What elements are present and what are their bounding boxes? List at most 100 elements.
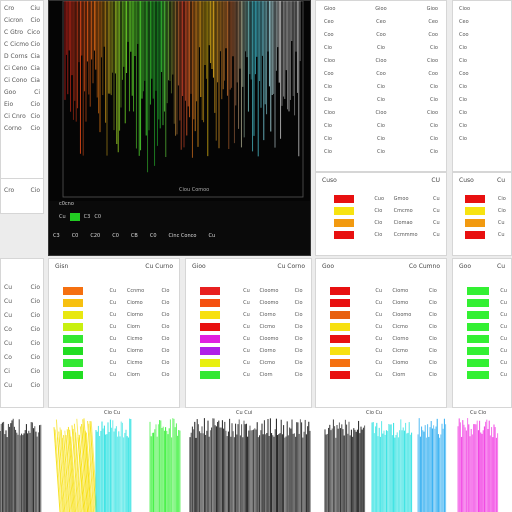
legend-row[interactable]: Cu: [453, 321, 511, 333]
legend-row[interactable]: Cu Ciomo Cio: [316, 357, 446, 369]
sidebar-item[interactable]: C Cicmo Cio: [1, 39, 43, 51]
legend-row[interactable]: Cu Cioomo Cio: [186, 297, 311, 309]
legend-row[interactable]: Cu Ciomo Cio: [316, 297, 446, 309]
legend-row[interactable]: Cu Ciomo Cio: [316, 285, 446, 297]
spectra-line: [53, 427, 61, 512]
list-item[interactable]: Gioo Gioo Gioo: [324, 3, 438, 16]
list-item[interactable]: Cio Cio Cio: [324, 146, 438, 159]
spectra-line: [73, 423, 81, 512]
sidebar-item[interactable]: D Corns Cia: [1, 51, 43, 63]
legend-row[interactable]: Cu: [453, 297, 511, 309]
legend-row[interactable]: Cu Ciorn Cio: [49, 321, 179, 333]
selector-label-0[interactable]: Cu: [59, 214, 66, 220]
selector-label-1[interactable]: C3: [83, 214, 91, 220]
legend-row[interactable]: Cu: [453, 357, 511, 369]
legend-row[interactable]: Cu Cicmo Cio: [186, 321, 311, 333]
legend-row[interactable]: Cu: [453, 369, 511, 381]
legend-row[interactable]: Cu Ciomo Cio: [49, 297, 179, 309]
list-item[interactable]: Cio: [459, 120, 505, 133]
legend-row[interactable]: Cu Cioomo Cio: [316, 309, 446, 321]
sidebar-item[interactable]: Cro Ciu: [1, 3, 43, 15]
list-item[interactable]: Coo: [459, 29, 505, 42]
sidebar-item[interactable]: Goo Ci: [1, 87, 43, 99]
list-item[interactable]: Cio: [459, 133, 505, 146]
table-row[interactable]: Cuo Gmoo Cu: [316, 193, 446, 205]
list-item[interactable]: Cu Cio: [1, 379, 43, 393]
spectrum-display[interactable]: [49, 1, 311, 201]
legend-row[interactable]: Cu Cicmo Cio: [49, 357, 179, 369]
legend-row[interactable]: Cu Cioomo Cio: [186, 333, 311, 345]
legend-row[interactable]: Cu Cioomo Cio: [186, 285, 311, 297]
sidebar-item[interactable]: Ci Cnro Cio: [1, 111, 43, 123]
sidebar-item[interactable]: Ci Ceno Cia: [1, 63, 43, 75]
legend-row[interactable]: Cu: [453, 309, 511, 321]
toolbar-button[interactable]: C20: [90, 233, 101, 239]
list-item[interactable]: Cu Cio: [1, 337, 43, 351]
legend-row[interactable]: Cu Ciorno Cio: [186, 309, 311, 321]
table-row[interactable]: Cio: [453, 193, 511, 205]
toolbar-button[interactable]: Cu: [208, 233, 216, 239]
sidebar-item[interactable]: Cicron Cio: [1, 15, 43, 27]
list-item[interactable]: Cioo Cioo Cioo: [324, 107, 438, 120]
toolbar-button[interactable]: Cinc Conco: [168, 233, 197, 239]
table-row[interactable]: Cio: [453, 205, 511, 217]
table-row[interactable]: Cio Ciomao Cu: [316, 217, 446, 229]
list-item[interactable]: Ceo: [459, 16, 505, 29]
legend-row[interactable]: Cu Ciorno Cio: [49, 345, 179, 357]
toolbar-button[interactable]: CB: [130, 233, 138, 239]
selector-green-button[interactable]: [69, 213, 80, 221]
far-right-table-title: Cuso: [459, 177, 474, 184]
legend-row[interactable]: Cu Ciorn Cio: [316, 369, 446, 381]
legend-row[interactable]: Cu: [453, 285, 511, 297]
list-item[interactable]: Coo Coo Coo: [324, 29, 438, 42]
list-item[interactable]: Cu Cio: [1, 309, 43, 323]
list-item[interactable]: Cu Cio: [1, 295, 43, 309]
toolbar-button[interactable]: C0: [149, 233, 157, 239]
list-item[interactable]: Ci Cio: [1, 365, 43, 379]
list-item[interactable]: Cio Cio Cio: [324, 42, 438, 55]
table-row[interactable]: Cio Cmcmo Cu: [316, 205, 446, 217]
list-item[interactable]: Cio Cio Cio: [324, 94, 438, 107]
list-item[interactable]: Cioo: [459, 3, 505, 16]
list-item[interactable]: Cioo Cioo Cioo: [324, 55, 438, 68]
table-row[interactable]: Cu: [453, 217, 511, 229]
sidebar-item[interactable]: Corno Cio: [1, 123, 43, 135]
list-item[interactable]: Cio: [459, 107, 505, 120]
legend-row[interactable]: Cu Cicmo Cio: [316, 321, 446, 333]
legend-row[interactable]: Cu Ciorn Cio: [186, 369, 311, 381]
table-row[interactable]: Cu: [453, 229, 511, 241]
legend-row[interactable]: Cu Cicmo Cio: [49, 333, 179, 345]
list-item[interactable]: Cio: [459, 94, 505, 107]
legend-row[interactable]: Cu Ciorn Cio: [49, 369, 179, 381]
list-item[interactable]: Ceo Ceo Ceo: [324, 16, 438, 29]
toolbar-button[interactable]: C0: [112, 233, 119, 239]
legend-row[interactable]: Cu Cicmo Cio: [186, 357, 311, 369]
legend-row[interactable]: Cu Ccnmo Cio: [49, 285, 179, 297]
list-item[interactable]: Coo Coo Coo: [324, 68, 438, 81]
toolbar-button[interactable]: C0: [71, 233, 79, 239]
list-item[interactable]: Cio: [459, 55, 505, 68]
toolbar-button[interactable]: C3: [53, 233, 60, 239]
legend-row[interactable]: Cu Cicmo Cio: [316, 345, 446, 357]
legend-row[interactable]: Cu Ciorno Cio: [316, 333, 446, 345]
list-item[interactable]: Cio: [459, 81, 505, 94]
list-item[interactable]: Coo: [459, 68, 505, 81]
far-right-table-title-right: Cu: [497, 177, 505, 184]
list-item[interactable]: Co Cio: [1, 323, 43, 337]
sidebar-item[interactable]: C Gtro Cico: [1, 27, 43, 39]
list-item[interactable]: Cio Cio Cio: [324, 133, 438, 146]
legend-row[interactable]: Cu: [453, 345, 511, 357]
list-item[interactable]: Cio: [459, 42, 505, 55]
table-row[interactable]: Cio Ccmmmo Cu: [316, 229, 446, 241]
list-item[interactable]: Cu Cio: [1, 281, 43, 295]
list-item[interactable]: Co Cio: [1, 351, 43, 365]
sidebar-item[interactable]: Ci Cono Cia: [1, 75, 43, 87]
legend-row[interactable]: Cu: [453, 333, 511, 345]
legend-row[interactable]: Cu Ciorno Cio: [49, 309, 179, 321]
sidebar-item[interactable]: Eio Cio: [1, 99, 43, 111]
selector-label-2[interactable]: C0: [94, 214, 102, 220]
list-item-label: Gioo: [324, 6, 336, 12]
list-item[interactable]: Cio Cio Cio: [324, 81, 438, 94]
list-item[interactable]: Cio Cio Cio: [324, 120, 438, 133]
legend-row[interactable]: Cu Ciorno Cio: [186, 345, 311, 357]
